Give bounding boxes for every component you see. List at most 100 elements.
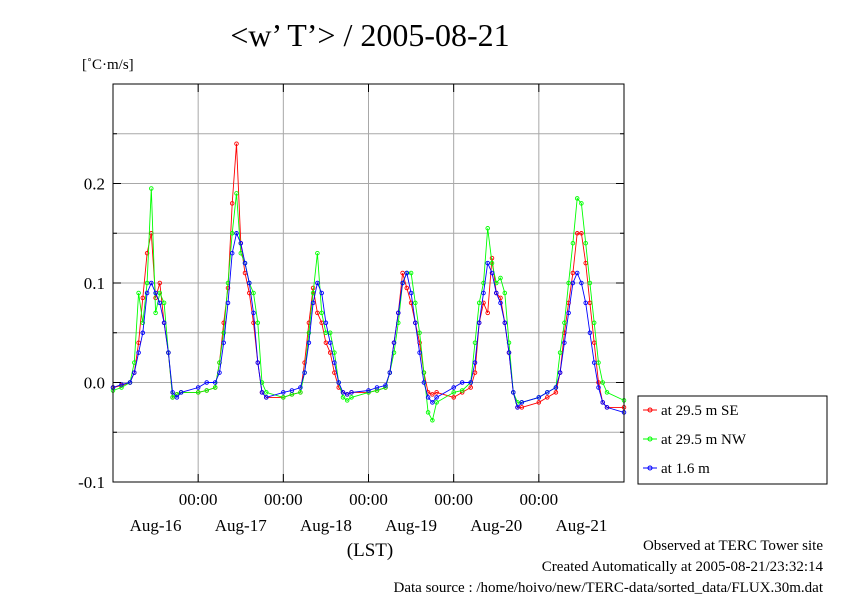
data-point [221, 340, 226, 345]
data-point [596, 385, 601, 390]
data-point [468, 385, 473, 390]
data-point [596, 380, 601, 385]
data-point [587, 280, 593, 286]
data-point [306, 340, 312, 345]
data-point [430, 392, 435, 397]
data-point [178, 390, 184, 395]
data-point [566, 310, 571, 316]
x-tick-label-day: Aug-20 [470, 516, 522, 535]
data-point [255, 320, 261, 326]
data-point [119, 385, 124, 390]
data-point [579, 231, 584, 236]
data-point [591, 320, 597, 326]
data-point [511, 390, 516, 395]
data-point [319, 290, 324, 296]
x-tick-label-time: 00:00 [519, 490, 558, 509]
data-point [259, 390, 265, 395]
data-point [170, 390, 175, 395]
x-axis-ticks: 00:00 00:00 00:00 00:00 00:00 Aug-16 Aug-17 Aug… [130, 84, 607, 535]
y-axis-unit-label: [˚C·m/s] [82, 57, 134, 73]
data-point [400, 270, 405, 276]
data-point [212, 380, 218, 385]
data-point [417, 330, 422, 336]
legend-label: at 1.6 m [661, 461, 710, 477]
data-point [570, 240, 576, 246]
data-point [149, 186, 154, 191]
legend-label: at 29.5 m NW [661, 432, 747, 448]
data-point [144, 290, 150, 296]
data-point [408, 290, 414, 296]
data-point [579, 280, 584, 286]
data-point [140, 320, 146, 326]
data-point [195, 390, 201, 395]
data-point [498, 275, 503, 281]
data-point [281, 395, 286, 400]
data-point [374, 388, 380, 393]
data-point [136, 290, 141, 296]
data-point [157, 300, 163, 306]
data-point [336, 380, 341, 385]
data-point [408, 270, 414, 276]
data-point [310, 300, 316, 306]
y-axis-ticks: 0.2 0.1 0.0 -0.1 [78, 133, 624, 492]
series-layer [110, 141, 627, 423]
data-point [281, 390, 286, 395]
data-point [212, 385, 218, 390]
data-point [481, 290, 486, 296]
data-point [485, 310, 490, 316]
data-point [340, 390, 346, 395]
data-point [404, 270, 410, 276]
data-point [494, 290, 499, 296]
data-point [451, 395, 456, 400]
data-point [498, 300, 503, 306]
data-point [600, 380, 605, 385]
data-point [425, 395, 431, 400]
data-point [264, 395, 269, 400]
data-point [344, 398, 350, 403]
data-point [562, 340, 567, 345]
data-point [600, 400, 605, 405]
data-point [451, 390, 456, 395]
footer-observed: Observed at TERC Tower site [643, 538, 823, 554]
data-point [315, 250, 320, 256]
data-point [425, 410, 431, 415]
data-point [306, 330, 312, 336]
data-point [153, 290, 158, 296]
data-point [132, 370, 137, 375]
data-point [545, 390, 550, 395]
data-point [583, 240, 588, 246]
data-point [536, 400, 542, 405]
series-line [112, 231, 625, 413]
data-point [340, 395, 346, 400]
data-point [157, 290, 163, 296]
data-point [604, 405, 610, 410]
data-point [476, 320, 482, 326]
x-tick-label-day: Aug-18 [300, 516, 352, 535]
data-point [242, 260, 248, 266]
legend-box [637, 395, 828, 485]
legend-marker [647, 407, 653, 413]
data-point [229, 250, 235, 256]
data-point [144, 280, 150, 286]
x-tick-label-time: 00:00 [434, 490, 473, 509]
x-tick-label-time: 00:00 [179, 490, 218, 509]
data-point [434, 395, 439, 400]
data-point [349, 395, 354, 400]
data-point [413, 320, 418, 326]
x-tick-label-day: Aug-17 [215, 516, 267, 535]
data-point [374, 385, 380, 390]
data-point [387, 370, 393, 375]
data-point [195, 385, 201, 390]
x-tick-label-time: 00:00 [264, 490, 303, 509]
data-point [136, 350, 141, 355]
data-point [400, 280, 405, 286]
data-point [430, 418, 435, 423]
legend-marker [647, 436, 653, 442]
data-point [234, 191, 239, 196]
y-tick-label: 0.1 [84, 274, 105, 293]
data-point [298, 390, 303, 395]
data-point [451, 385, 456, 390]
footer-created: Created Automatically at 2005-08-21/23:3… [542, 559, 824, 575]
data-point [574, 196, 580, 201]
